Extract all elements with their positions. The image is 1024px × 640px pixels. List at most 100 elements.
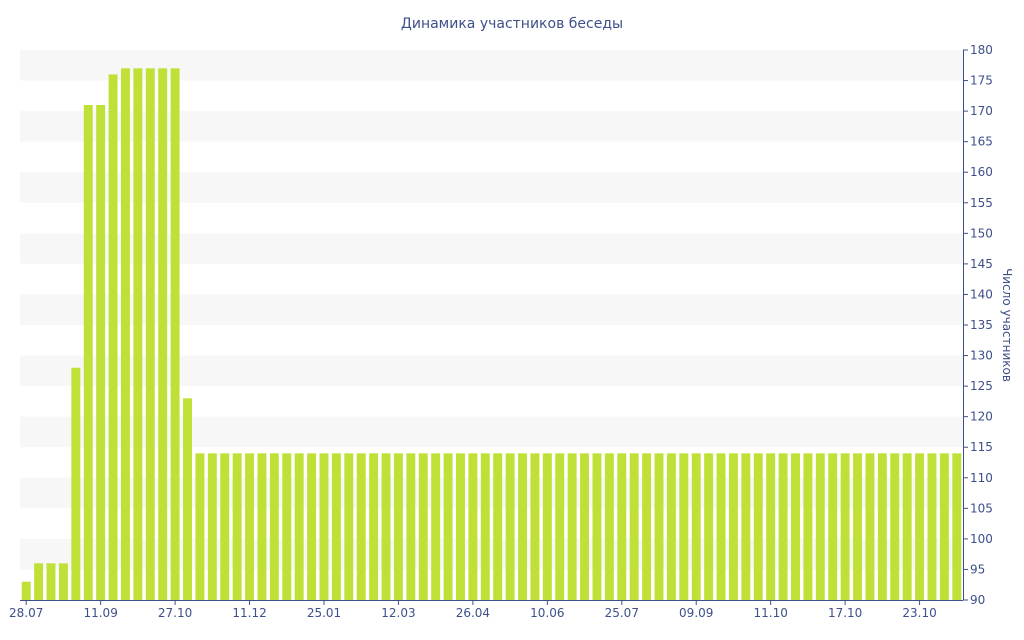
bar bbox=[629, 453, 639, 600]
chart-title: Динамика участников беседы bbox=[401, 16, 623, 32]
x-tick-label: 17.10 bbox=[828, 606, 862, 620]
bar bbox=[369, 453, 379, 600]
y-tick-label: 150 bbox=[970, 226, 993, 240]
bar bbox=[704, 453, 714, 600]
y-tick-label: 90 bbox=[970, 593, 985, 607]
y-tick-label: 165 bbox=[970, 135, 993, 149]
bar-series bbox=[21, 68, 962, 600]
bar bbox=[232, 453, 242, 600]
y-tick-label: 175 bbox=[970, 74, 993, 88]
y-tick-label: 145 bbox=[970, 257, 993, 271]
bar bbox=[21, 581, 31, 600]
bar bbox=[257, 453, 267, 600]
x-tick-label: 11.09 bbox=[83, 606, 117, 620]
bar bbox=[443, 453, 453, 600]
y-tick-label: 125 bbox=[970, 379, 993, 393]
bar bbox=[716, 453, 726, 600]
y-tick-label: 130 bbox=[970, 349, 993, 363]
bar bbox=[344, 453, 354, 600]
bar bbox=[877, 453, 887, 600]
x-tick-label: 23.10 bbox=[902, 606, 936, 620]
y-tick-label: 115 bbox=[970, 440, 993, 454]
bar bbox=[580, 453, 590, 600]
bar bbox=[431, 453, 441, 600]
bar bbox=[121, 68, 130, 600]
bar bbox=[269, 453, 279, 600]
x-tick-label: 11.12 bbox=[232, 606, 266, 620]
x-tick-label: 11.10 bbox=[753, 606, 787, 620]
bar bbox=[83, 105, 93, 600]
bar bbox=[46, 563, 56, 600]
bar bbox=[393, 453, 403, 600]
bar bbox=[691, 453, 701, 600]
y-tick-label: 180 bbox=[970, 43, 993, 57]
x-tick-label: 28.07 bbox=[9, 606, 43, 620]
y-tick-label: 170 bbox=[970, 104, 993, 118]
bar bbox=[828, 453, 838, 600]
bar bbox=[555, 453, 565, 600]
bar bbox=[778, 453, 788, 600]
x-tick-label: 10.06 bbox=[530, 606, 564, 620]
bar bbox=[791, 453, 800, 600]
bar bbox=[158, 68, 168, 600]
x-tick-label: 25.01 bbox=[307, 606, 341, 620]
bar bbox=[654, 453, 664, 600]
bar bbox=[567, 453, 577, 600]
y-tick-label: 135 bbox=[970, 318, 993, 332]
bar bbox=[766, 453, 776, 600]
bar bbox=[890, 453, 900, 600]
bar bbox=[666, 453, 676, 600]
bar bbox=[927, 453, 937, 600]
y-tick-label: 140 bbox=[970, 287, 993, 301]
bar bbox=[542, 453, 552, 600]
bar bbox=[133, 68, 143, 600]
x-tick-label: 26.04 bbox=[456, 606, 490, 620]
y-tick-label: 105 bbox=[970, 501, 993, 515]
bar bbox=[480, 453, 490, 600]
bar bbox=[381, 453, 391, 600]
bar bbox=[642, 453, 652, 600]
y-tick-label: 160 bbox=[970, 165, 993, 179]
bar bbox=[356, 453, 366, 600]
bar bbox=[865, 453, 875, 600]
bar bbox=[207, 453, 217, 600]
bar bbox=[815, 453, 825, 600]
bar bbox=[406, 453, 416, 600]
y-tick-label: 120 bbox=[970, 410, 993, 424]
bar bbox=[518, 453, 527, 600]
bar bbox=[145, 68, 155, 600]
bar bbox=[741, 453, 751, 600]
bar bbox=[34, 563, 44, 600]
bar bbox=[307, 453, 317, 600]
bar bbox=[493, 453, 503, 600]
bar bbox=[679, 453, 689, 600]
bar bbox=[418, 453, 428, 600]
y-tick-label: 100 bbox=[970, 532, 993, 546]
bar bbox=[803, 453, 813, 600]
bar bbox=[220, 453, 230, 600]
bar bbox=[282, 453, 292, 600]
bar bbox=[592, 453, 602, 600]
bar bbox=[170, 68, 180, 600]
bar bbox=[108, 74, 118, 600]
bar bbox=[604, 453, 614, 600]
bar bbox=[728, 453, 738, 600]
x-tick-label: 25.07 bbox=[605, 606, 639, 620]
bar bbox=[939, 453, 949, 600]
bar bbox=[183, 398, 192, 600]
bar bbox=[71, 367, 81, 600]
x-tick-label: 12.03 bbox=[381, 606, 415, 620]
bar bbox=[840, 453, 850, 600]
x-tick-label: 09.09 bbox=[679, 606, 713, 620]
bar bbox=[96, 105, 106, 600]
bar bbox=[753, 453, 763, 600]
bar bbox=[468, 453, 478, 600]
bar bbox=[319, 453, 329, 600]
bar bbox=[530, 453, 540, 600]
bar bbox=[58, 563, 68, 600]
y-tick-label: 110 bbox=[970, 471, 993, 485]
bar bbox=[853, 453, 862, 600]
y-tick-label: 155 bbox=[970, 196, 993, 210]
y-axis: 90 95 100 105 110 115 120 125 130 135 140 145 150 155… bbox=[963, 43, 993, 607]
bar bbox=[331, 453, 341, 600]
